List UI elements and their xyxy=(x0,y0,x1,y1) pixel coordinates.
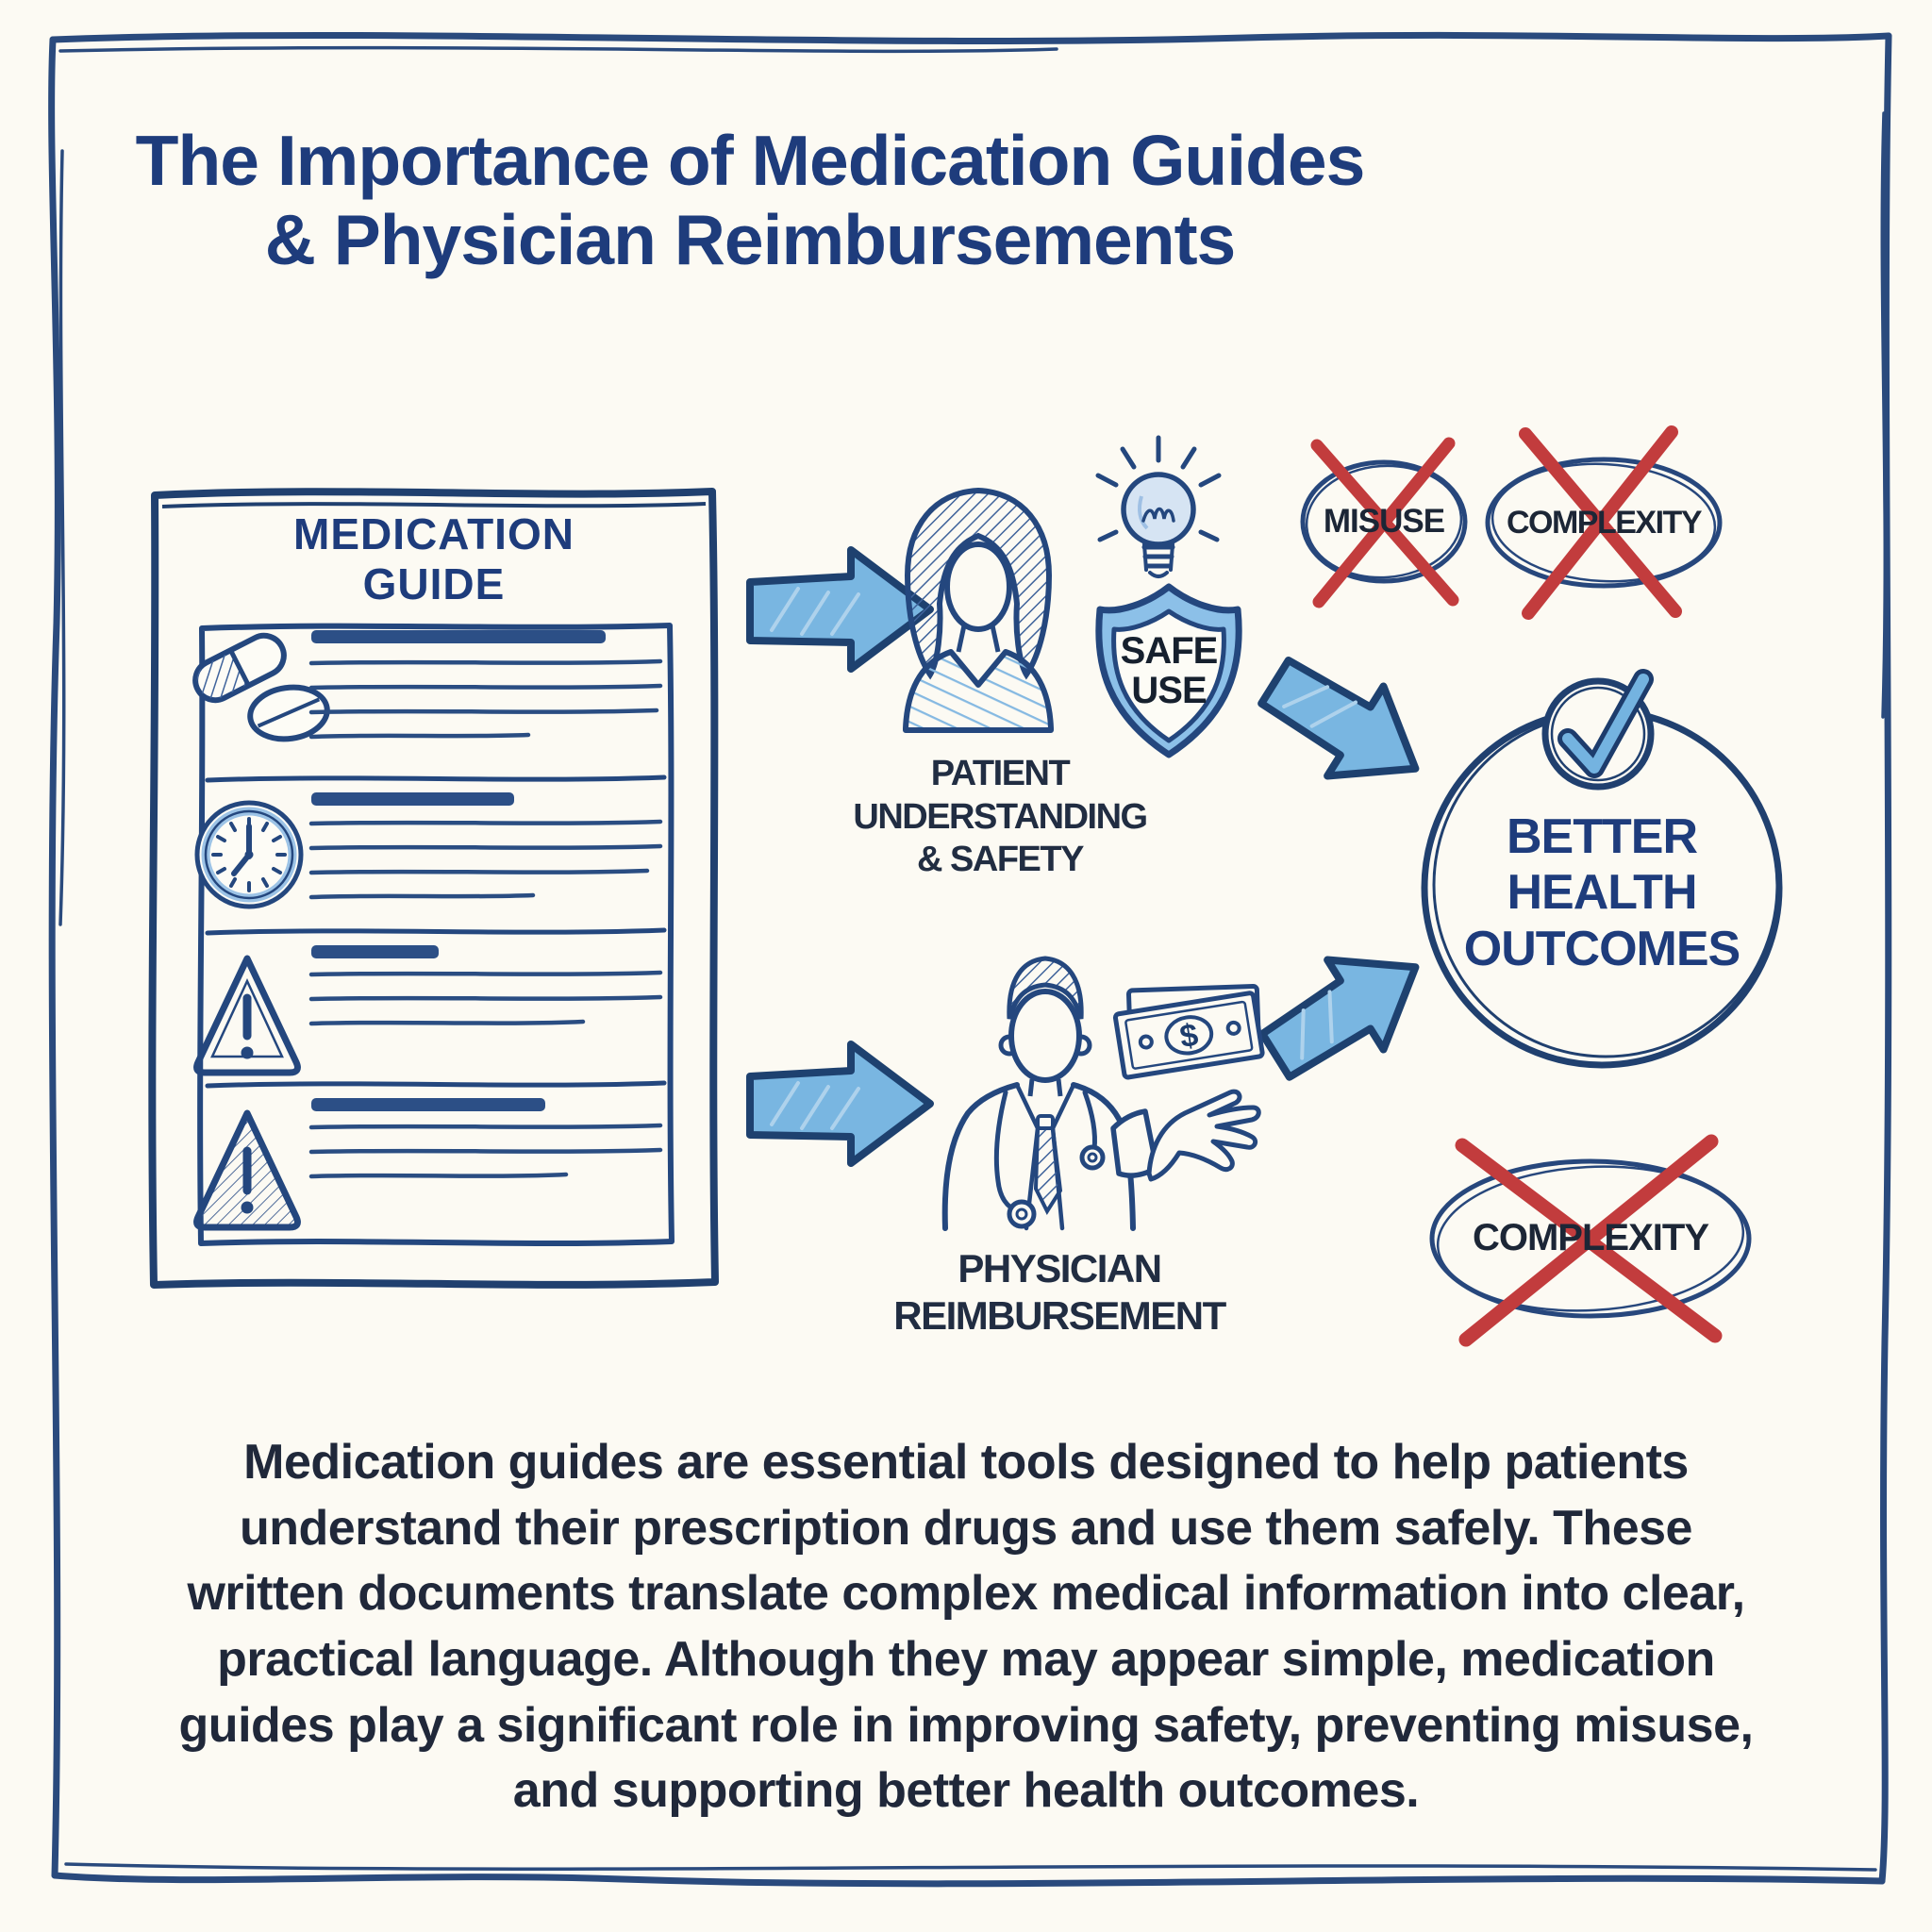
pills-icon xyxy=(192,632,330,742)
sketch-frame xyxy=(48,31,1892,1888)
safe-use-shield xyxy=(1095,583,1242,758)
red-x-icon xyxy=(1455,1134,1723,1347)
document-outline xyxy=(148,488,719,1289)
patient-understanding-label: PATIENT UNDERSTANDING & SAFETY xyxy=(853,754,1148,880)
red-x-icon xyxy=(1310,437,1459,608)
row-dividers xyxy=(205,774,667,1089)
warning-hatched-icon xyxy=(193,1109,301,1231)
complexity-top-label: COMPLEXITY xyxy=(1506,505,1703,541)
open-hand-icon xyxy=(1146,1089,1261,1182)
misuse-crossed-oval xyxy=(1300,437,1468,608)
physician-tie xyxy=(1033,1114,1063,1216)
patient-hair xyxy=(904,487,1053,680)
better-health-outcomes-label: BETTER HEALTH OUTCOMES xyxy=(1463,809,1740,976)
arrow-physician-to-outcome xyxy=(1258,956,1420,1081)
physician-hair xyxy=(1007,956,1084,1020)
lightbulb-rays xyxy=(1095,435,1222,542)
complexity-top-crossed-oval xyxy=(1485,425,1723,620)
patient-torso xyxy=(903,649,1054,733)
warning-icon xyxy=(193,955,301,1076)
patient-figure xyxy=(903,487,1054,733)
page-title: The Importance of Medication Guides & Ph… xyxy=(135,121,1366,279)
arrow-to-physician xyxy=(746,1041,934,1167)
lightbulb-icon xyxy=(1095,435,1222,578)
medication-guide-heading: MEDICATION GUIDE xyxy=(293,509,575,609)
stethoscope-icon xyxy=(993,1090,1106,1229)
check-icon xyxy=(1557,669,1654,778)
complexity-bottom-crossed-oval xyxy=(1429,1134,1752,1347)
physician-reimbursement-label: PHYSICIAN REIMBURSEMENT xyxy=(893,1246,1226,1338)
money-icon: $ xyxy=(1112,983,1265,1080)
document-text-lines xyxy=(308,630,663,1179)
document-inner-box xyxy=(197,623,675,1246)
physician-figure: $ xyxy=(941,956,1265,1231)
misuse-label: MISUSE xyxy=(1323,503,1445,540)
safe-use-label: SAFE USE xyxy=(1120,630,1219,711)
arrow-patient-to-outcome xyxy=(1257,656,1420,780)
red-x-icon xyxy=(1519,425,1682,620)
arrow-to-patient xyxy=(746,546,934,673)
physician-face xyxy=(1008,989,1082,1083)
patient-face xyxy=(944,541,1012,632)
document-sketch-line xyxy=(161,502,707,508)
description-paragraph: Medication guides are essential tools de… xyxy=(178,1435,1754,1819)
medication-guide-document xyxy=(148,488,719,1289)
clock-icon xyxy=(194,800,304,909)
outcome-circle xyxy=(1421,669,1783,1069)
complexity-bottom-label: COMPLEXITY xyxy=(1472,1217,1709,1258)
